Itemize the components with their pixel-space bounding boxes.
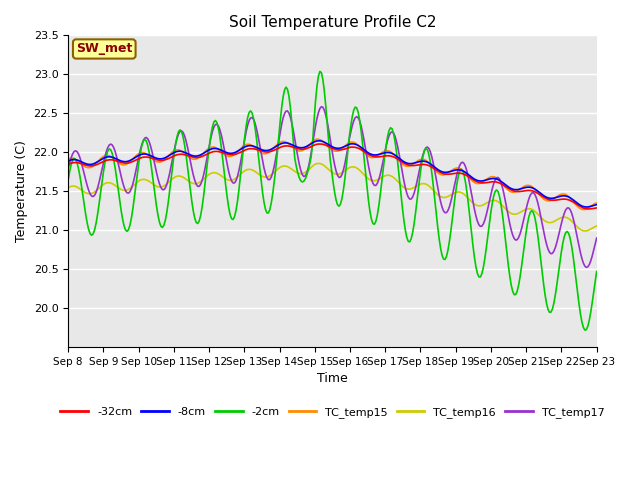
- X-axis label: Time: Time: [317, 372, 348, 385]
- Title: Soil Temperature Profile C2: Soil Temperature Profile C2: [228, 15, 436, 30]
- Legend: -32cm, -8cm, -2cm, TC_temp15, TC_temp16, TC_temp17: -32cm, -8cm, -2cm, TC_temp15, TC_temp16,…: [56, 402, 609, 422]
- Y-axis label: Temperature (C): Temperature (C): [15, 140, 28, 242]
- Text: SW_met: SW_met: [76, 42, 132, 56]
